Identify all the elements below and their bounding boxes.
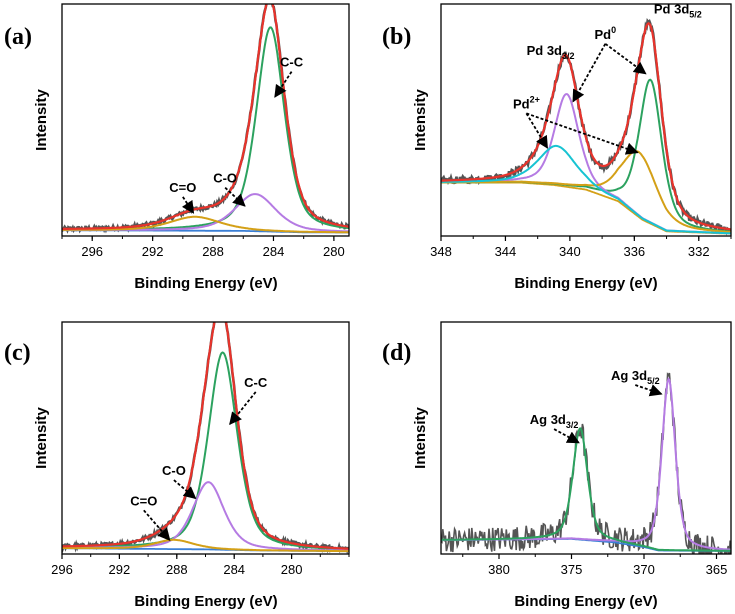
plot-frame [61,321,350,555]
panel-b: (b) 348 344 340 336 332 Pd 3d5/2 Pd 3d3/2 Pd0 Pd… [382,1,732,292]
plot-area [62,4,349,234]
annotation-arrow [635,384,663,397]
x-tick-label: 296 [51,562,73,577]
x-tick-label: 292 [142,244,164,259]
raw-data-line [62,4,349,234]
x-tick-label: 288 [202,244,224,259]
peak-annotation: Pd0 [595,25,617,42]
x-tick-label: 296 [81,244,103,259]
y-axis-label-d: Intensity [412,407,429,469]
y-axis-label-b: Intensity [412,89,429,151]
x-tick-label: 292 [109,562,131,577]
panel-label-a: (a) [4,24,32,50]
y-axis-label-a: Intensity [33,89,50,151]
x-tick-label: 370 [633,562,655,577]
component-pd2_52-line [441,150,731,234]
plot-frame [440,321,732,555]
component-pd2_32-line [441,144,731,235]
x-tick-label: 375 [561,562,583,577]
peak-annotation: C-C [244,375,268,390]
plot-frame [440,3,732,237]
x-axis-label-c: Binding Energy (eV) [134,593,277,610]
x-tick-label: 284 [263,244,285,259]
peak-annotation: Ag 3d3/2 [530,412,579,430]
component-coo-line [62,215,349,234]
annotation-arrow [143,509,171,542]
annotation-arrow [604,43,647,75]
peak-annotation: Pd2+ [513,94,540,111]
plot-area [62,322,349,554]
peak-annotation: C=O [130,493,157,508]
panel-label-c: (c) [4,340,31,366]
peak-annotation: C=O [169,180,196,195]
panel-d: (d) 380 375 370 365 Ag 3d5/2 Ag 3d3/2 Binding… [382,321,732,610]
annotation-arrow [525,112,549,149]
component-coo-line [62,538,349,553]
raw-data-line [441,18,731,236]
x-axis-label-b: Binding Energy (eV) [514,275,657,292]
x-tick-label: 348 [430,244,452,259]
x-tick-label: 280 [323,244,345,259]
peak-annotation: Pd 3d3/2 [527,43,575,61]
x-tick-label: 340 [559,244,581,259]
plot-area [441,18,731,236]
component-ag32-line [441,427,731,552]
peak-annotation: Pd 3d5/2 [654,1,702,19]
x-tick-label: 332 [688,244,710,259]
x-tick-label: 288 [166,562,188,577]
panel-label-b: (b) [382,24,411,50]
panel-label-d: (d) [382,340,411,366]
component-pd0_52-line [441,78,731,233]
annotation-arrow [181,196,195,214]
raw-data-line [441,372,731,554]
x-tick-label: 280 [281,562,303,577]
plot-area [441,372,731,554]
peak-annotation: C-O [213,171,237,186]
x-tick-label: 365 [706,562,728,577]
raw-data-line [62,322,349,554]
x-tick-label: 284 [223,562,245,577]
annotation-arrow [229,391,257,426]
component-cc-line [62,351,349,551]
peak-annotation: C-O [162,463,186,478]
x-tick-label: 380 [488,562,510,577]
envelope-line [62,322,349,550]
peak-annotation: Ag 3d5/2 [611,368,660,386]
y-axis-label-c: Intensity [33,407,50,469]
annotation-arrow [274,71,293,98]
annotation-arrow [224,186,246,207]
envelope-line [62,4,349,230]
annotation-arrow [572,43,607,103]
panel-a: (a) 296 292 288 284 280 C-C C-O C=O Binding Ene… [4,3,350,292]
peak-annotation: C-C [280,55,304,70]
envelope-line [441,22,731,231]
x-axis-label-a: Binding Energy (eV) [134,275,277,292]
x-tick-label: 336 [623,244,645,259]
component-cc-line [62,26,349,231]
plot-frame [61,3,350,237]
panel-c: (c) 296 292 288 284 280 C-C C-O C=O Binding Ene… [4,321,350,610]
x-tick-label: 344 [495,244,517,259]
x-axis-label-d: Binding Energy (eV) [514,593,657,610]
